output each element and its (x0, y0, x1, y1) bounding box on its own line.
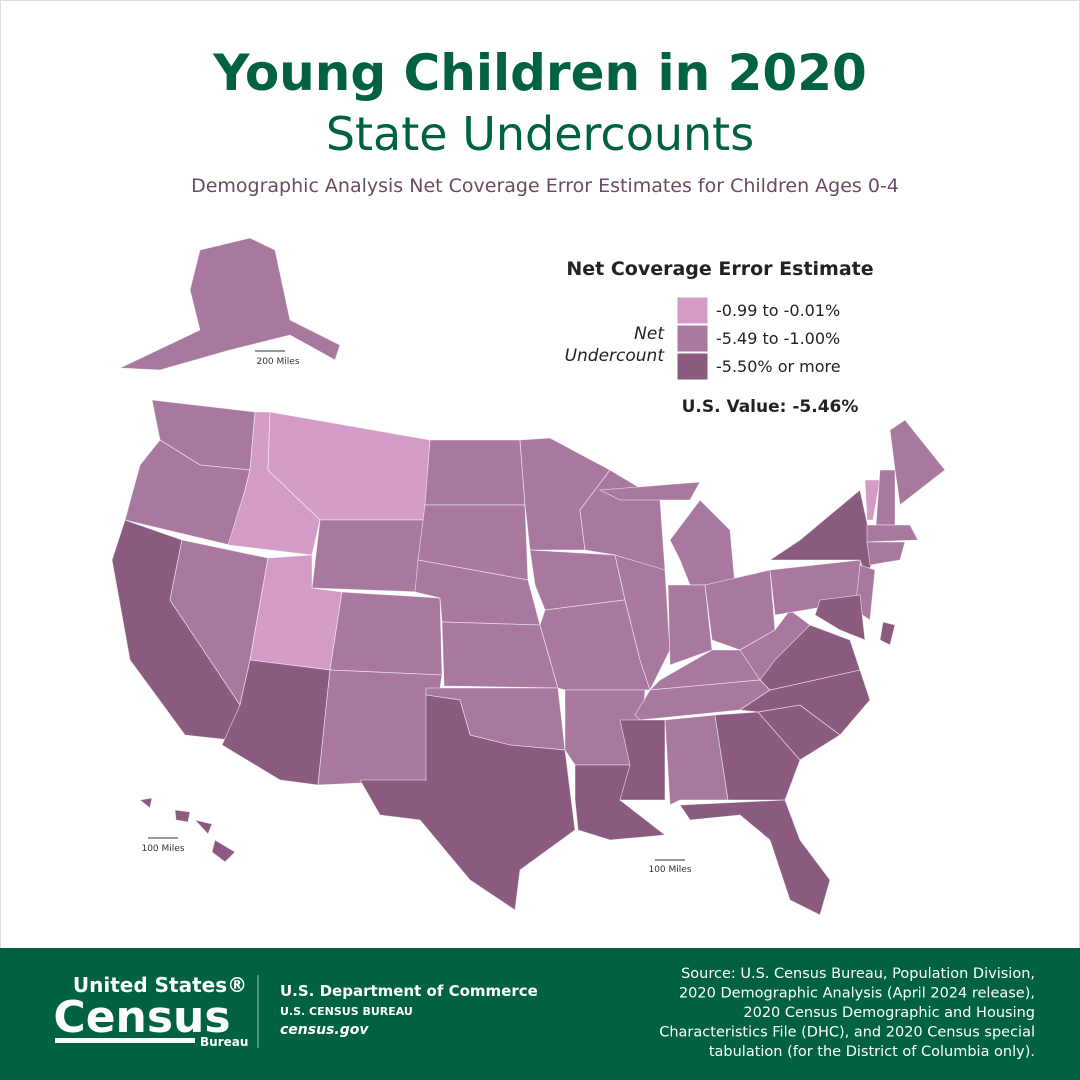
title: Young Children in 2020 (212, 44, 867, 102)
state (598, 481, 701, 501)
department: U.S. Department of Commerce (280, 982, 538, 1000)
state (679, 799, 831, 916)
us-value: U.S. Value: -5.46% (682, 397, 859, 417)
state (879, 621, 896, 646)
source-line: 2020 Demographic Analysis (April 2024 re… (679, 986, 1035, 1002)
logo-top: United States® (73, 973, 247, 997)
map: 200 Miles 100 Miles 100 Miles (111, 237, 946, 916)
logo-bottom: Bureau (200, 1035, 248, 1049)
scale-label: 200 Miles (256, 357, 299, 367)
logo-main: Census (53, 992, 230, 1043)
state (664, 714, 729, 806)
state (174, 809, 191, 823)
state (359, 694, 576, 911)
state (889, 419, 946, 506)
state (119, 237, 341, 371)
source-line: Source: U.S. Census Bureau, Population D… (681, 966, 1035, 982)
state (866, 524, 919, 543)
description: Demographic Analysis Net Coverage Error … (191, 175, 899, 197)
state (311, 519, 426, 593)
state (864, 479, 881, 521)
legend: Net Coverage Error Estimate Net Undercou… (565, 258, 874, 417)
state (139, 797, 153, 809)
state (329, 591, 443, 676)
state (317, 669, 443, 786)
legend-label: -0.99 to -0.01% (716, 301, 840, 320)
legend-label: -5.49 to -1.00% (716, 329, 840, 348)
source-line: 2020 Census Demographic and Housing (743, 1005, 1035, 1021)
footer-band (0, 948, 1080, 1080)
state (193, 819, 213, 835)
legend-group-label: Net (634, 324, 665, 344)
state (424, 439, 526, 506)
bureau: U.S. CENSUS BUREAU (280, 1005, 413, 1018)
state (619, 719, 666, 801)
state (866, 541, 906, 566)
legend-swatch (676, 296, 709, 325)
legend-swatch (676, 324, 709, 353)
logo-underline (55, 1038, 195, 1043)
legend-swatch (676, 352, 709, 381)
scale-label: 100 Miles (141, 844, 184, 854)
scale-label: 100 Miles (648, 865, 691, 875)
source-line: Characteristics File (DHC), and 2020 Cen… (659, 1025, 1035, 1041)
subtitle: State Undercounts (326, 107, 754, 161)
state (738, 669, 871, 736)
state (529, 549, 626, 611)
state (739, 609, 811, 681)
state (211, 839, 236, 863)
source-line: tabulation (for the District of Columbia… (709, 1044, 1035, 1060)
state (814, 594, 866, 641)
legend-group-label: Undercount (565, 346, 666, 366)
scale-bars (148, 350, 685, 861)
website[interactable]: census.gov (280, 1022, 369, 1038)
legend-title: Net Coverage Error Estimate (566, 258, 873, 280)
state (441, 621, 559, 689)
legend-label: -5.50% or more (716, 357, 841, 376)
state (714, 711, 801, 801)
